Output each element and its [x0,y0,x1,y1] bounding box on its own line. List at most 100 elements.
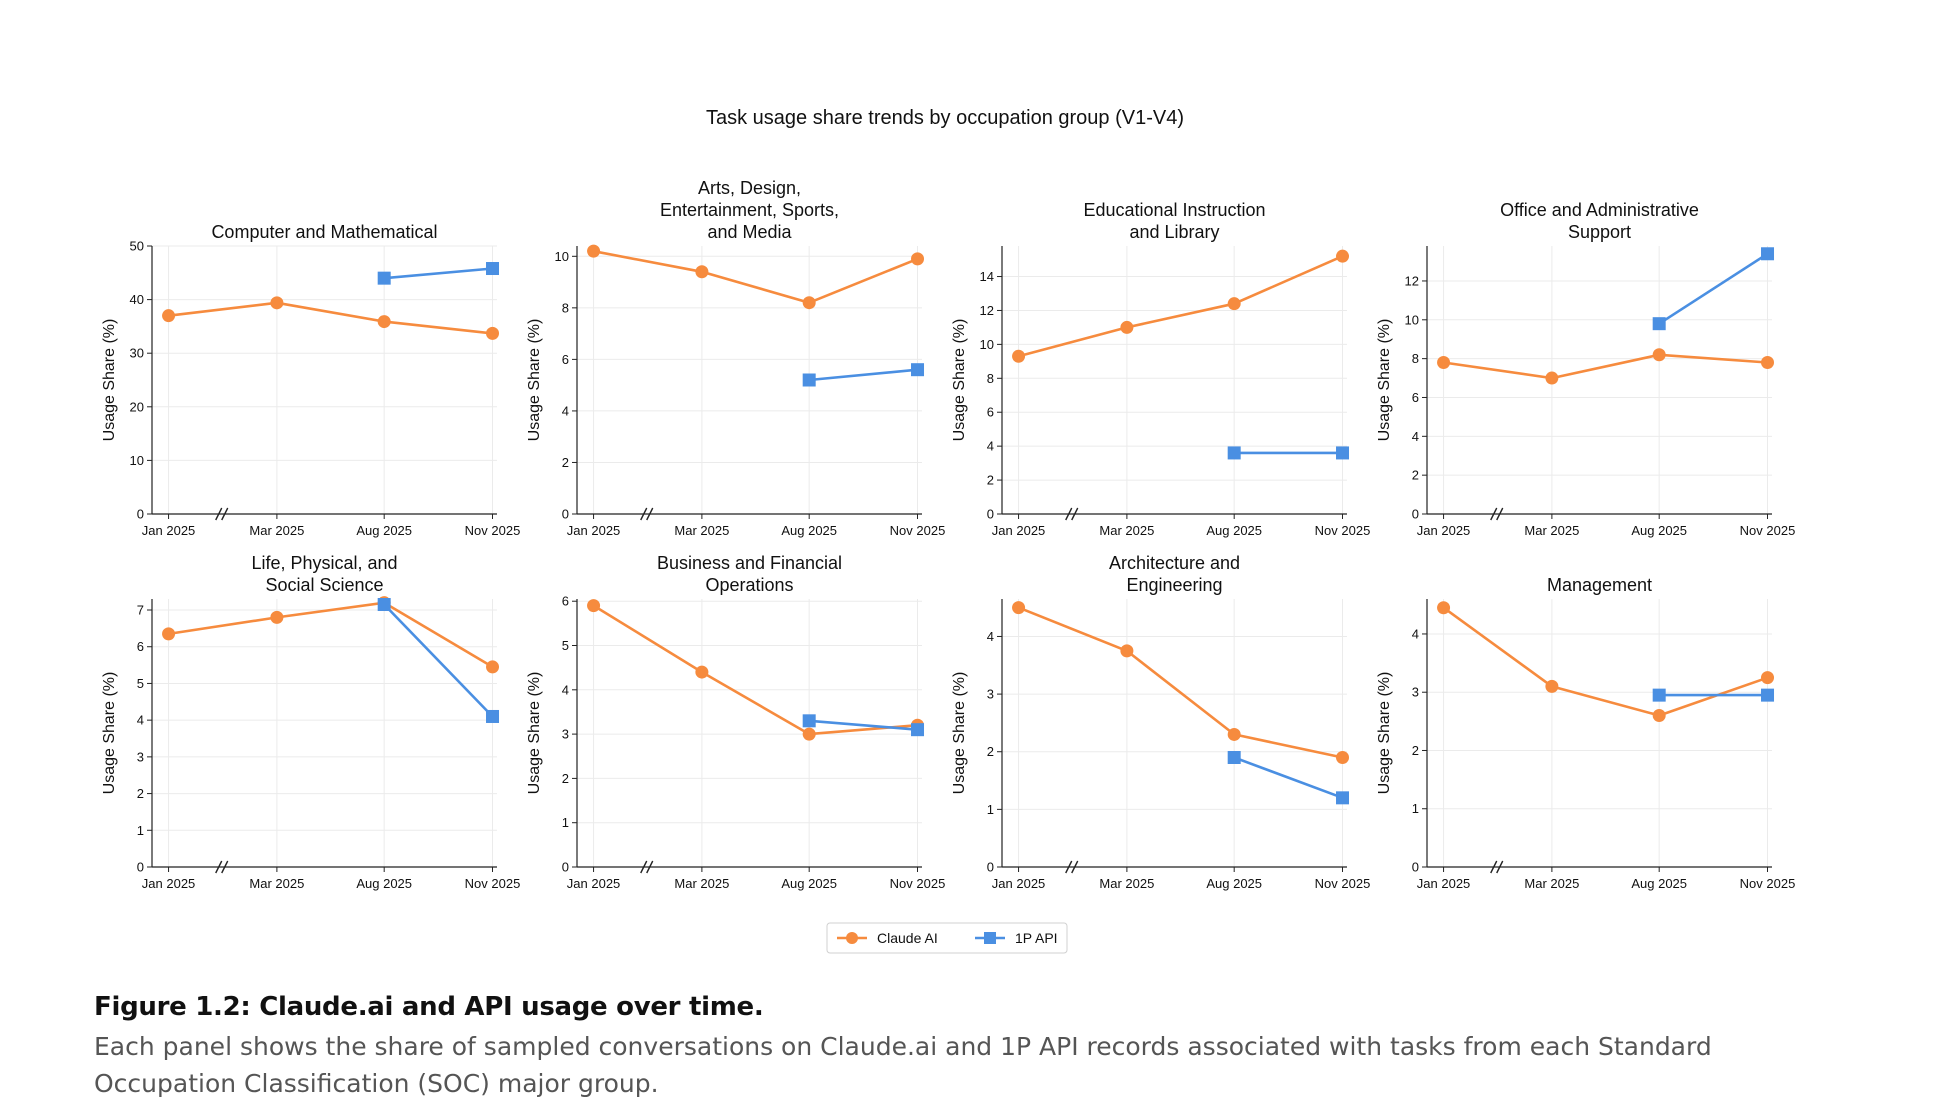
y-tick-label: 10 [130,453,144,468]
x-tick-label: Jan 2025 [1417,523,1471,538]
data-point-claude-ai [162,309,176,323]
y-tick-label: 6 [562,352,569,367]
axis-break-mark [1065,860,1073,874]
figure-caption: Figure 1.2: Claude.ai and API usage over… [94,992,1894,1102]
axis-break-mark [1065,507,1073,521]
y-tick-label: 6 [1412,390,1419,405]
x-tick-label: Nov 2025 [1315,523,1371,538]
y-tick-label: 0 [137,860,144,875]
data-point-1p-api [486,262,500,276]
y-tick-label: 4 [1412,429,1419,444]
series-line-claude-ai [593,249,918,305]
data-point-1p-api [1336,446,1350,460]
panel-title: Educational Instruction [1083,200,1265,220]
y-tick-label: 20 [130,399,144,414]
panel-title: Computer and Mathematical [211,222,437,242]
data-point-claude-ai [270,610,284,624]
y-tick-label: 10 [555,249,569,264]
axis-break-mark [221,860,229,874]
series-line-claude-ai [168,301,493,335]
x-tick-label: Jan 2025 [142,523,196,538]
y-axis-label: Usage Share (%) [101,319,118,442]
y-tick-label: 1 [562,815,569,830]
data-point-claude-ai [1545,371,1559,385]
y-tick-label: 3 [987,687,994,702]
panel-title: Arts, Design, [698,178,801,198]
axis-break-mark [1071,507,1079,521]
x-tick-label: Jan 2025 [1417,876,1471,891]
data-point-claude-ai [162,627,176,641]
data-point-claude-ai [695,665,709,679]
data-point-claude-ai [695,265,709,279]
data-point-claude-ai [587,599,601,613]
y-tick-label: 1 [137,823,144,838]
legend-frame [826,922,1068,954]
x-tick-label: Jan 2025 [567,523,621,538]
data-point-claude-ai [1120,644,1134,658]
data-point-1p-api [377,271,391,285]
x-tick-label: Jan 2025 [567,876,621,891]
axis-break-mark [1496,860,1504,874]
y-tick-label: 40 [130,292,144,307]
y-tick-label: 0 [562,507,569,522]
series-line-1p-api [384,267,493,280]
data-point-claude-ai [802,727,816,741]
panel-life-physical-and-social-science: 0 1 2 3 4 5 6 7 Jan 2025 Mar 2025 Aug 2025 Nov 2025… [101,553,520,891]
data-point-claude-ai [1761,671,1775,685]
y-tick-label: 4 [137,713,144,728]
data-point-1p-api [1336,791,1350,805]
panel-title: Support [1568,222,1631,242]
y-tick-label: 2 [562,455,569,470]
y-tick-label: 1 [987,802,994,817]
y-tick-label: 0 [987,860,994,875]
y-tick-label: 3 [1412,685,1419,700]
panel-title: Life, Physical, and [251,553,397,573]
y-axis-label: Usage Share (%) [951,672,968,795]
panel-title: Business and Financial [657,553,842,573]
axis-break-mark [1496,507,1504,521]
series-line-1p-api [383,603,494,718]
x-tick-label: Mar 2025 [674,876,729,891]
caption-body: Each panel shows the share of sampled co… [94,1032,1712,1098]
x-tick-label: Aug 2025 [356,523,412,538]
x-tick-label: Nov 2025 [890,876,946,891]
y-tick-label: 0 [137,507,144,522]
x-tick-label: Nov 2025 [1740,523,1796,538]
series-line-claude-ai [1442,606,1768,717]
x-tick-label: Mar 2025 [249,876,304,891]
data-point-claude-ai [1761,356,1775,370]
data-point-claude-ai [1227,297,1241,311]
y-tick-label: 1 [1412,801,1419,816]
data-point-claude-ai [1437,356,1451,370]
y-axis-label: Usage Share (%) [1376,672,1393,795]
y-tick-label: 0 [1412,507,1419,522]
data-point-1p-api [802,714,816,728]
x-tick-label: Aug 2025 [1631,523,1687,538]
y-tick-label: 0 [562,860,569,875]
x-tick-label: Mar 2025 [1099,523,1154,538]
x-tick-label: Nov 2025 [1315,876,1371,891]
y-tick-label: 14 [980,269,994,284]
panel-educational-instruction-and-library: 0 2 4 6 8 10 12 14 Jan 2025 Mar 2025 Aug 2025 Nov 2… [951,200,1370,538]
caption-title: Figure 1.2: Claude.ai and API usage over… [94,992,764,1022]
y-tick-label: 8 [987,371,994,386]
data-point-1p-api [1227,750,1241,764]
data-point-claude-ai [1336,750,1350,764]
data-point-claude-ai [587,244,601,258]
y-tick-label: 3 [562,727,569,742]
data-point-claude-ai [486,326,500,340]
axis-break-mark [215,507,223,521]
panel-title: Entertainment, Sports, [660,200,839,220]
panel-title: Engineering [1126,575,1222,595]
panel-business-and-financial-operations: 0 1 2 3 4 5 6 Jan 2025 Mar 2025 Aug 2025 Nov 2025 U… [526,553,945,891]
x-tick-label: Jan 2025 [142,876,196,891]
x-tick-label: Jan 2025 [992,523,1046,538]
series-line-1p-api [1658,252,1769,325]
x-tick-label: Nov 2025 [1740,876,1796,891]
y-tick-label: 2 [1412,743,1419,758]
axis-break-mark [640,860,648,874]
y-axis-label: Usage Share (%) [526,672,543,795]
legend-label-claude-ai: Claude AI [877,930,938,946]
y-axis-label: Usage Share (%) [1376,319,1393,442]
